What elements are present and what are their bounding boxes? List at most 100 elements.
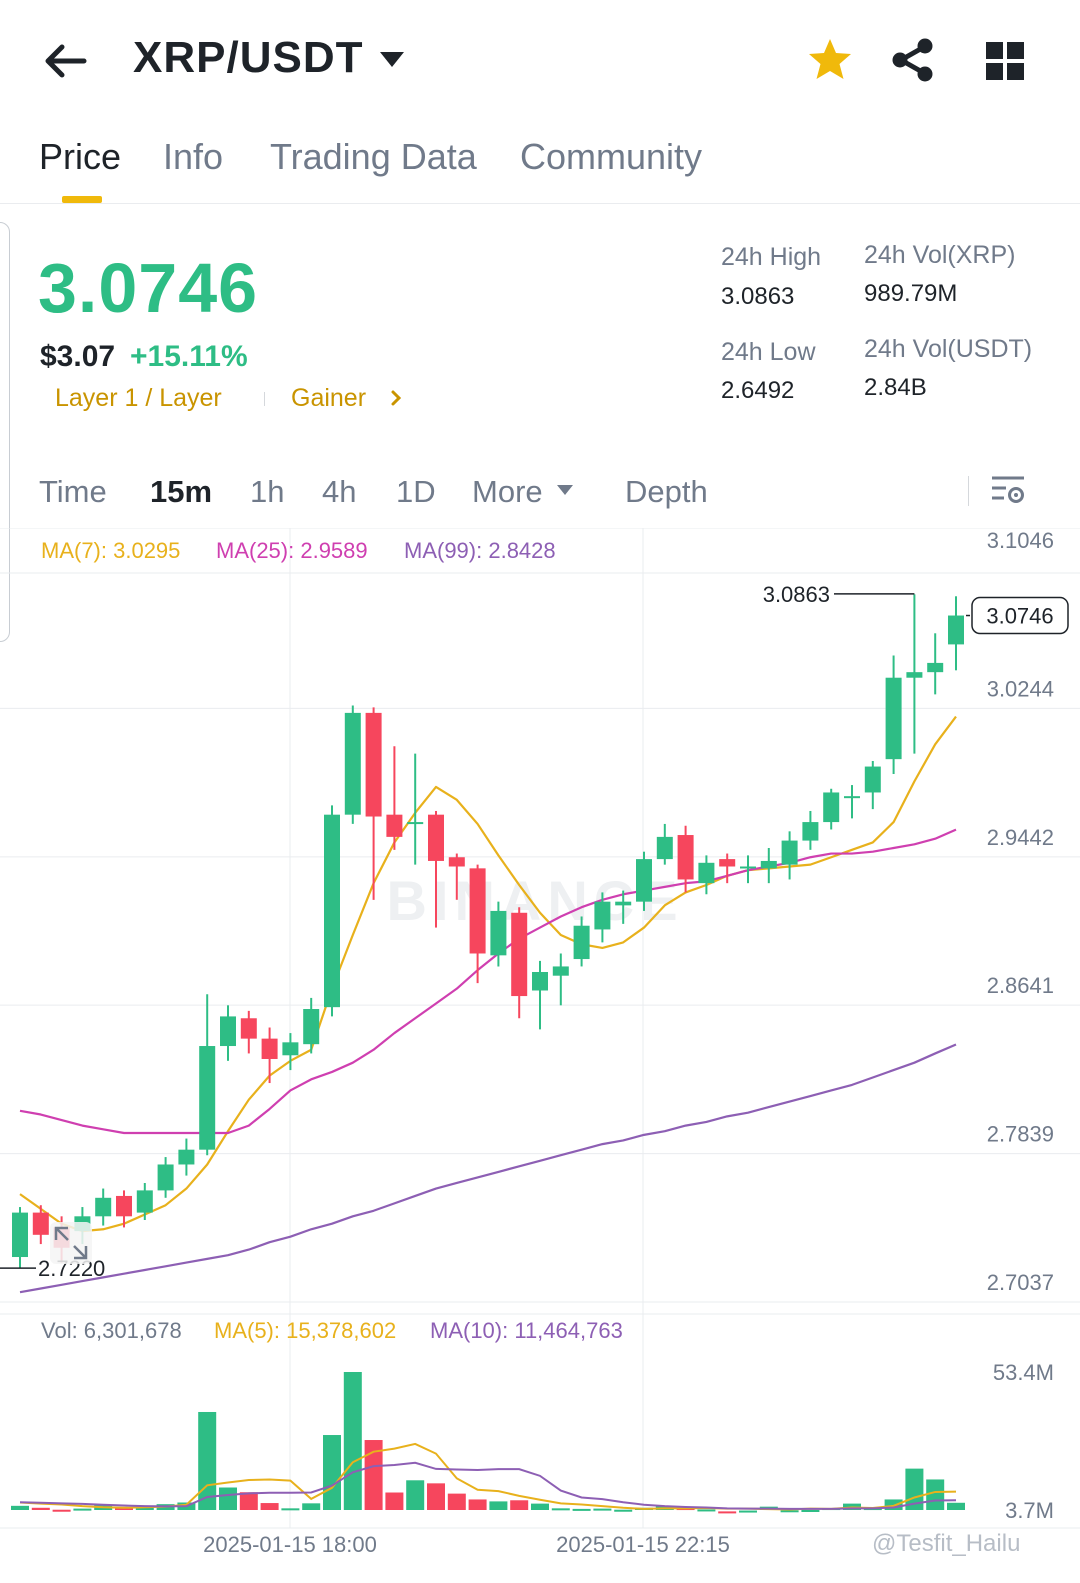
candle-body — [116, 1195, 132, 1217]
fullscreen-icon[interactable] — [50, 1222, 92, 1264]
volume-bar — [614, 1509, 633, 1512]
volume-bar — [801, 1510, 820, 1512]
volume-bar — [219, 1487, 237, 1510]
ma99-legend: MA(99): 2.8428 — [404, 538, 556, 563]
candle-body — [802, 822, 819, 841]
volume-legend: Vol: 6,301,678 — [41, 1318, 182, 1343]
volume-bar — [31, 1507, 50, 1510]
interval-depth[interactable]: Depth — [625, 474, 708, 509]
tab-price[interactable]: Price — [39, 136, 122, 177]
grid-icon[interactable] — [984, 40, 1026, 82]
volume-bar — [489, 1501, 508, 1510]
price-axis-label: 3.0244 — [987, 676, 1054, 701]
arrow-left-icon[interactable] — [40, 36, 90, 86]
volume-bar — [323, 1435, 341, 1510]
high-value: 3.0863 — [721, 283, 795, 310]
volume-bar — [115, 1507, 133, 1510]
share-icon[interactable] — [890, 37, 936, 83]
candle-body — [95, 1197, 112, 1217]
volume-bar — [427, 1483, 445, 1510]
vol-ma10-legend: MA(10): 11,464,763 — [430, 1318, 623, 1343]
candle-body — [615, 901, 632, 906]
interval-15m[interactable]: 15m — [150, 474, 213, 509]
volume-axis-label: 3.7M — [1005, 1498, 1054, 1523]
tag-category[interactable]: Layer 1 / Layer — [55, 384, 222, 412]
volume-bar — [385, 1492, 404, 1510]
candle-body — [407, 822, 424, 825]
interval-time[interactable]: Time — [39, 474, 107, 509]
candle-body — [594, 901, 611, 930]
price-axis-label: 2.7037 — [987, 1270, 1054, 1295]
star-icon[interactable] — [806, 36, 854, 84]
tab-community[interactable]: Community — [520, 136, 703, 177]
candle-body — [157, 1164, 174, 1191]
last-price: 3.0746 — [38, 249, 259, 327]
candle-body — [864, 766, 881, 793]
candle-body — [677, 835, 694, 880]
candle-body — [781, 840, 798, 865]
ma25-legend: MA(25): 2.9589 — [216, 538, 368, 563]
caret-down-icon[interactable] — [378, 48, 406, 72]
vol-base-value: 989.79M — [864, 280, 958, 307]
candle-body — [469, 868, 486, 954]
volume-bar — [52, 1509, 71, 1512]
chart-settings-icon[interactable] — [988, 472, 1028, 508]
change-percent: +15.11% — [130, 340, 248, 373]
current-price-label: 3.0746 — [986, 604, 1053, 629]
header-bar: XRP/USDT — [0, 0, 1080, 120]
candle-body — [199, 1046, 216, 1150]
volume-bar — [406, 1480, 425, 1510]
candle-body — [719, 859, 736, 867]
vol-quote-value: 2.84B — [864, 374, 927, 401]
volume-bar — [884, 1499, 903, 1510]
tab-trading-data[interactable]: Trading Data — [270, 136, 477, 177]
time-axis-label: 2025-01-15 22:15 — [556, 1532, 730, 1557]
candlestick-chart[interactable]: BINANCE 3.10463.02442.94422.86412.78392.… — [0, 528, 1080, 1583]
volume-bar — [11, 1505, 29, 1510]
pair-title[interactable]: XRP/USDT — [133, 33, 364, 82]
volume-bar — [780, 1510, 799, 1513]
chevron-right-icon[interactable] — [388, 388, 404, 408]
interval-4h[interactable]: 4h — [322, 474, 357, 509]
tab-info[interactable]: Info — [163, 136, 224, 177]
candle-body — [906, 672, 923, 678]
volume-bar — [343, 1372, 362, 1510]
volume-bar — [926, 1479, 945, 1510]
low-label: 24h Low — [721, 338, 816, 366]
fullscreen-arrows — [54, 1226, 88, 1260]
price-axis-label: 2.7839 — [987, 1122, 1054, 1147]
candle-body — [12, 1212, 28, 1258]
vol-ma5-legend: MA(5): 15,378,602 — [214, 1318, 397, 1343]
caret-down-icon[interactable] — [556, 484, 574, 496]
price-axis-label: 3.1046 — [987, 528, 1054, 553]
interval-more[interactable]: More — [472, 474, 543, 509]
volume-bar — [73, 1508, 92, 1511]
interval-1h[interactable]: 1h — [250, 474, 285, 509]
candle-body — [448, 857, 465, 867]
volume-bar — [697, 1509, 716, 1512]
interval-1d[interactable]: 1D — [396, 474, 436, 509]
volume-bar — [447, 1493, 466, 1510]
volume-bar — [260, 1503, 279, 1510]
volume-axis-label: 53.4M — [993, 1360, 1054, 1385]
volume-bar — [302, 1503, 321, 1510]
candle-body — [261, 1038, 278, 1059]
high-label: 24h High — [721, 243, 822, 271]
candle-body — [844, 796, 860, 799]
volume-bar — [947, 1502, 965, 1510]
ma99-line — [19, 1043, 957, 1294]
candle-body — [365, 712, 382, 817]
volume-bar — [281, 1508, 300, 1511]
high-marker-label: 3.0863 — [763, 582, 830, 607]
candle-body — [240, 1018, 257, 1039]
volume-bar — [239, 1492, 258, 1510]
volume-bar — [531, 1503, 549, 1510]
candle-body — [428, 814, 444, 861]
candle-body — [303, 1009, 320, 1045]
candle-body — [656, 836, 673, 860]
candle-body — [760, 860, 777, 869]
price-axis-label: 2.9442 — [987, 825, 1054, 850]
ma7-legend: MA(7): 3.0295 — [41, 538, 181, 563]
candle-body — [948, 615, 964, 645]
tag-gainer[interactable]: Gainer — [291, 384, 367, 412]
